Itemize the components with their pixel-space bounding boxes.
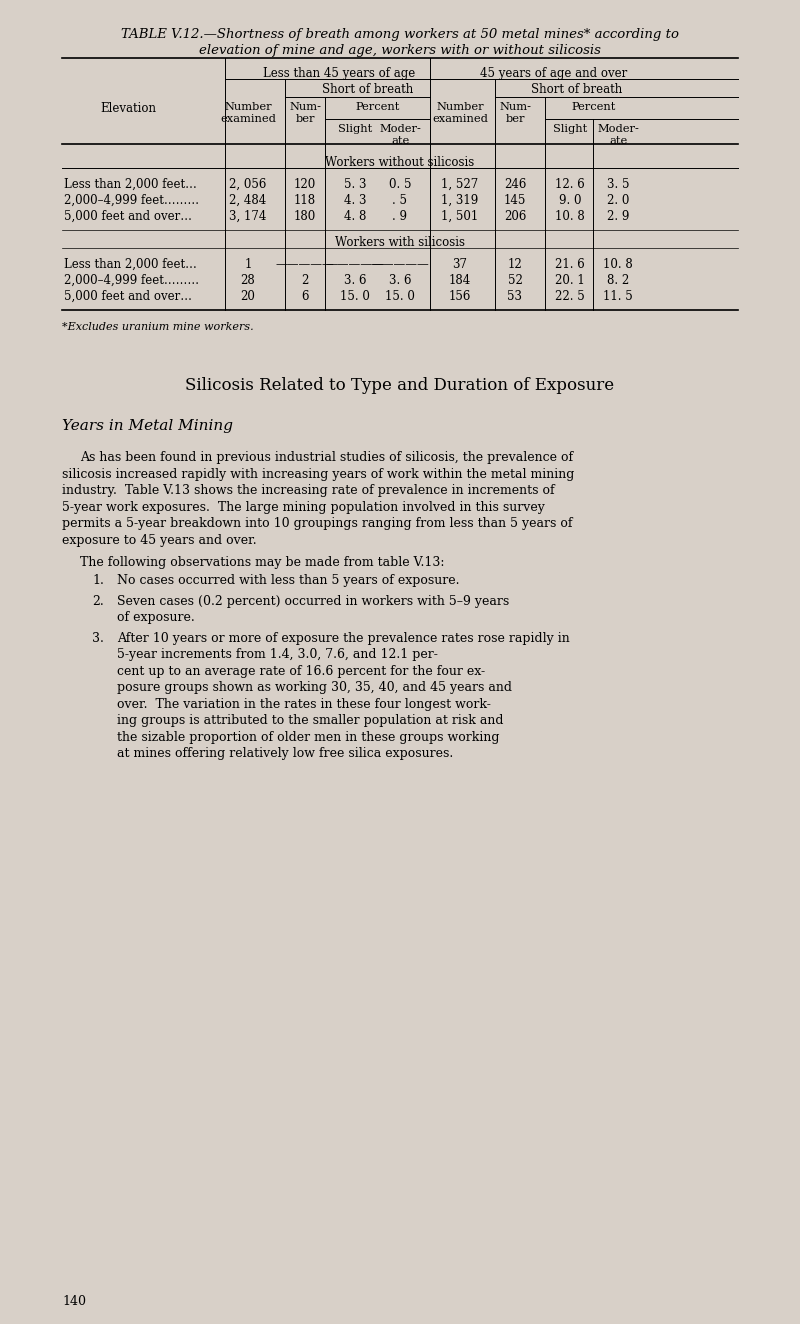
Text: 1, 501: 1, 501 bbox=[442, 211, 478, 222]
Text: 1: 1 bbox=[244, 258, 252, 271]
Text: —————: ————— bbox=[370, 258, 430, 271]
Text: 8. 2: 8. 2 bbox=[607, 274, 629, 287]
Text: 3. 6: 3. 6 bbox=[344, 274, 366, 287]
Text: 9. 0: 9. 0 bbox=[558, 195, 582, 207]
Text: 20: 20 bbox=[241, 290, 255, 303]
Text: posure groups shown as working 30, 35, 40, and 45 years and: posure groups shown as working 30, 35, 4… bbox=[117, 681, 512, 694]
Text: Short of breath: Short of breath bbox=[531, 83, 622, 97]
Text: As has been found in previous industrial studies of silicosis, the prevalence of: As has been found in previous industrial… bbox=[80, 451, 573, 463]
Text: 2. 0: 2. 0 bbox=[607, 195, 629, 207]
Text: 22. 5: 22. 5 bbox=[555, 290, 585, 303]
Text: 15. 0: 15. 0 bbox=[340, 290, 370, 303]
Text: Less than 45 years of age: Less than 45 years of age bbox=[263, 68, 415, 79]
Text: the sizable proportion of older men in these groups working: the sizable proportion of older men in t… bbox=[117, 731, 499, 744]
Text: Percent: Percent bbox=[355, 102, 400, 113]
Text: 6: 6 bbox=[302, 290, 309, 303]
Text: Number
examined: Number examined bbox=[220, 102, 276, 123]
Text: 21. 6: 21. 6 bbox=[555, 258, 585, 271]
Text: 11. 5: 11. 5 bbox=[603, 290, 633, 303]
Text: 206: 206 bbox=[504, 211, 526, 222]
Text: 145: 145 bbox=[504, 195, 526, 207]
Text: 3, 174: 3, 174 bbox=[230, 211, 266, 222]
Text: Seven cases (0.2 percent) occurred in workers with 5–9 years: Seven cases (0.2 percent) occurred in wo… bbox=[117, 594, 510, 608]
Text: 1, 319: 1, 319 bbox=[442, 195, 478, 207]
Text: 140: 140 bbox=[62, 1295, 86, 1308]
Text: 246: 246 bbox=[504, 177, 526, 191]
Text: —————: ————— bbox=[326, 258, 384, 271]
Text: . 5: . 5 bbox=[393, 195, 407, 207]
Text: 37: 37 bbox=[453, 258, 467, 271]
Text: elevation of mine and age, workers with or without silicosis: elevation of mine and age, workers with … bbox=[199, 44, 601, 57]
Text: 4. 3: 4. 3 bbox=[344, 195, 366, 207]
Text: *Excludes uranium mine workers.: *Excludes uranium mine workers. bbox=[62, 322, 254, 332]
Text: Number
examined: Number examined bbox=[432, 102, 488, 123]
Text: 5-year work exposures.  The large mining population involved in this survey: 5-year work exposures. The large mining … bbox=[62, 500, 545, 514]
Text: —————: ————— bbox=[276, 258, 334, 271]
Text: 118: 118 bbox=[294, 195, 316, 207]
Text: 4. 8: 4. 8 bbox=[344, 211, 366, 222]
Text: . 9: . 9 bbox=[393, 211, 407, 222]
Text: 0. 5: 0. 5 bbox=[389, 177, 411, 191]
Text: 3.: 3. bbox=[92, 632, 104, 645]
Text: 15. 0: 15. 0 bbox=[385, 290, 415, 303]
Text: 12. 6: 12. 6 bbox=[555, 177, 585, 191]
Text: 45 years of age and over: 45 years of age and over bbox=[480, 68, 628, 79]
Text: The following observations may be made from table V.13:: The following observations may be made f… bbox=[80, 556, 445, 569]
Text: 2,000–4,999 feet………: 2,000–4,999 feet……… bbox=[64, 195, 199, 207]
Text: silicosis increased rapidly with increasing years of work within the metal minin: silicosis increased rapidly with increas… bbox=[62, 467, 574, 481]
Text: TABLE V.12.—Shortness of breath among workers at 50 metal mines* according to: TABLE V.12.—Shortness of breath among wo… bbox=[121, 28, 679, 41]
Text: Moder-
ate: Moder- ate bbox=[379, 124, 421, 146]
Text: 2. 9: 2. 9 bbox=[607, 211, 629, 222]
Text: 2, 484: 2, 484 bbox=[230, 195, 266, 207]
Text: Num-
ber: Num- ber bbox=[499, 102, 531, 123]
Text: Workers with silicosis: Workers with silicosis bbox=[335, 236, 465, 249]
Text: 184: 184 bbox=[449, 274, 471, 287]
Text: 156: 156 bbox=[449, 290, 471, 303]
Text: permits a 5-year breakdown into 10 groupings ranging from less than 5 years of: permits a 5-year breakdown into 10 group… bbox=[62, 516, 573, 530]
Text: 12: 12 bbox=[508, 258, 522, 271]
Text: 1, 527: 1, 527 bbox=[442, 177, 478, 191]
Text: Slight: Slight bbox=[553, 124, 587, 134]
Text: 2, 056: 2, 056 bbox=[230, 177, 266, 191]
Text: Less than 2,000 feet…: Less than 2,000 feet… bbox=[64, 177, 197, 191]
Text: 3. 5: 3. 5 bbox=[606, 177, 630, 191]
Text: 1.: 1. bbox=[92, 575, 104, 587]
Text: 10. 8: 10. 8 bbox=[603, 258, 633, 271]
Text: over.  The variation in the rates in these four longest work-: over. The variation in the rates in thes… bbox=[117, 698, 491, 711]
Text: 120: 120 bbox=[294, 177, 316, 191]
Text: Years in Metal Mining: Years in Metal Mining bbox=[62, 418, 233, 433]
Text: 2.: 2. bbox=[92, 594, 104, 608]
Text: Less than 2,000 feet…: Less than 2,000 feet… bbox=[64, 258, 197, 271]
Text: 5,000 feet and over…: 5,000 feet and over… bbox=[64, 290, 192, 303]
Text: 28: 28 bbox=[241, 274, 255, 287]
Text: ing groups is attributed to the smaller population at risk and: ing groups is attributed to the smaller … bbox=[117, 714, 503, 727]
Text: industry.  Table V.13 shows the increasing rate of prevalence in increments of: industry. Table V.13 shows the increasin… bbox=[62, 485, 554, 496]
Text: exposure to 45 years and over.: exposure to 45 years and over. bbox=[62, 534, 257, 547]
Text: 180: 180 bbox=[294, 211, 316, 222]
Text: Moder-
ate: Moder- ate bbox=[597, 124, 639, 146]
Text: Elevation: Elevation bbox=[100, 102, 156, 115]
Text: No cases occurred with less than 5 years of exposure.: No cases occurred with less than 5 years… bbox=[117, 575, 459, 587]
Text: of exposure.: of exposure. bbox=[117, 610, 194, 624]
Text: Num-
ber: Num- ber bbox=[289, 102, 321, 123]
Text: 5-year increments from 1.4, 3.0, 7.6, and 12.1 per-: 5-year increments from 1.4, 3.0, 7.6, an… bbox=[117, 647, 438, 661]
Text: 2: 2 bbox=[302, 274, 309, 287]
Text: Workers without silicosis: Workers without silicosis bbox=[326, 156, 474, 169]
Text: Silicosis Related to Type and Duration of Exposure: Silicosis Related to Type and Duration o… bbox=[186, 377, 614, 395]
Text: 52: 52 bbox=[507, 274, 522, 287]
Text: cent up to an average rate of 16.6 percent for the four ex-: cent up to an average rate of 16.6 perce… bbox=[117, 665, 485, 678]
Text: Short of breath: Short of breath bbox=[322, 83, 413, 97]
Text: Percent: Percent bbox=[572, 102, 616, 113]
Text: Slight: Slight bbox=[338, 124, 372, 134]
Text: 5. 3: 5. 3 bbox=[344, 177, 366, 191]
Text: at mines offering relatively low free silica exposures.: at mines offering relatively low free si… bbox=[117, 747, 454, 760]
Text: 2,000–4,999 feet………: 2,000–4,999 feet……… bbox=[64, 274, 199, 287]
Text: 10. 8: 10. 8 bbox=[555, 211, 585, 222]
Text: 5,000 feet and over…: 5,000 feet and over… bbox=[64, 211, 192, 222]
Text: 20. 1: 20. 1 bbox=[555, 274, 585, 287]
Text: 3. 6: 3. 6 bbox=[389, 274, 411, 287]
Text: 53: 53 bbox=[507, 290, 522, 303]
Text: After 10 years or more of exposure the prevalence rates rose rapidly in: After 10 years or more of exposure the p… bbox=[117, 632, 570, 645]
